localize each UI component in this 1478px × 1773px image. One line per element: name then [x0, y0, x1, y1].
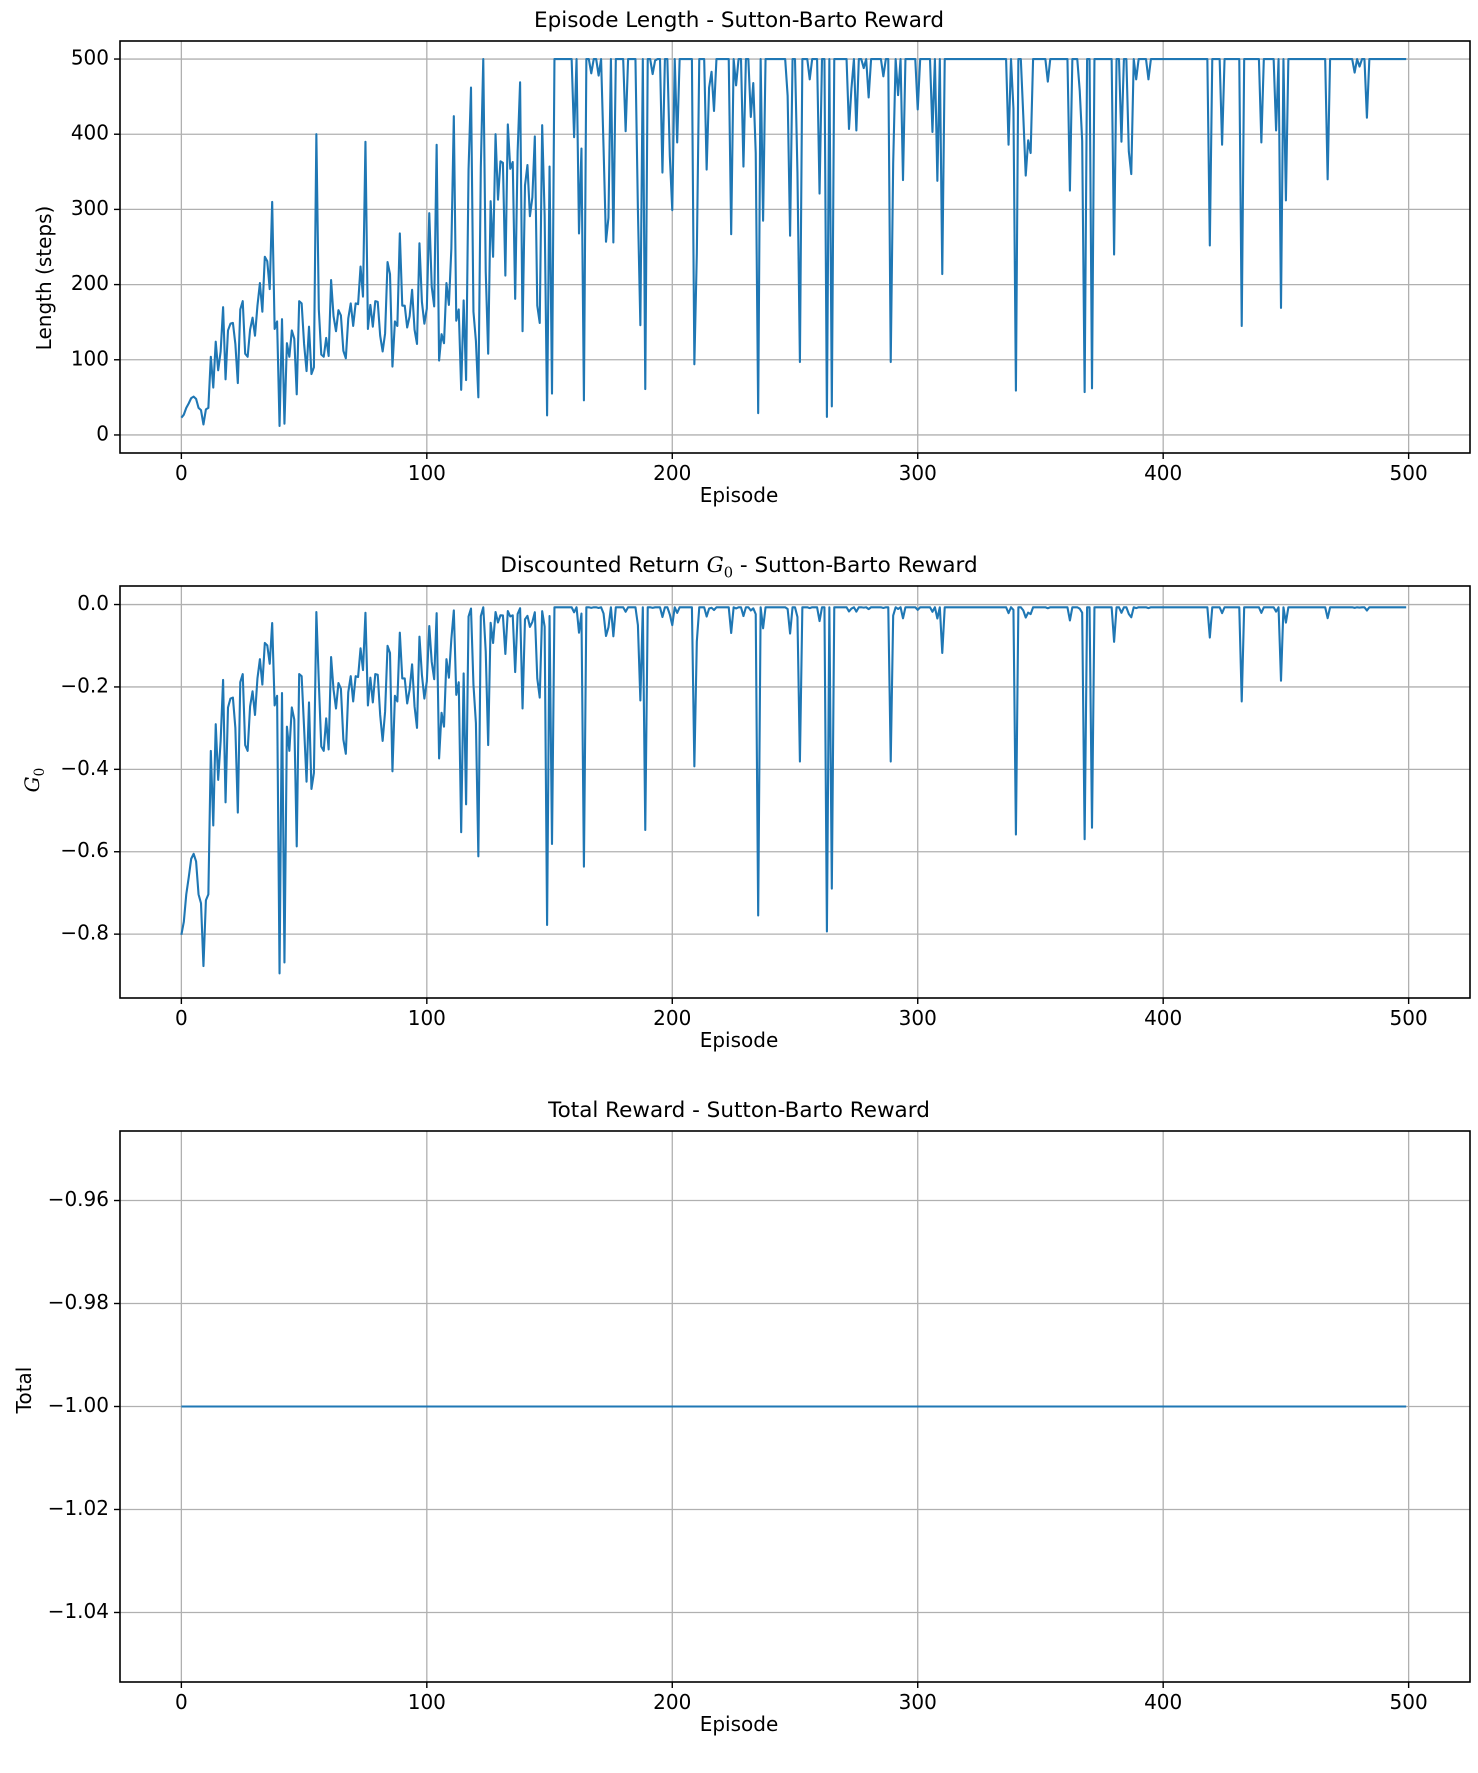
panel-title-total-reward: Total Reward - Sutton-Barto Reward [548, 1098, 930, 1123]
yaxis-ticklabel: −0.8 [60, 921, 109, 945]
axes-frame [119, 40, 1471, 454]
yaxis-ticklabel: −1.04 [48, 1599, 109, 1623]
xaxis-ticklabel: 500 [1390, 1006, 1428, 1030]
xaxis-ticklabel: 0 [175, 461, 188, 485]
yaxis-ticklabel: −1.02 [48, 1496, 109, 1520]
title-text-post: - Sutton-Barto Reward [733, 553, 978, 578]
xaxis-ticklabel: 100 [408, 1006, 446, 1030]
xaxis-label-discounted-return: Episode [699, 1028, 779, 1052]
xaxis-ticklabel: 0 [175, 1006, 188, 1030]
data-series-line [180, 57, 1407, 427]
yaxis-label-episode-length: Length (steps) [32, 205, 56, 351]
plot-area-discounted-return: 0 100 200 300 400 500 0.0 −0.2 −0.4 −0.6 −0.8 [60, 585, 1471, 1030]
xaxis-ticklabel: 400 [1144, 1006, 1182, 1030]
xaxis-ticklabel: 100 [408, 461, 446, 485]
xaxis-ticklabel: 300 [899, 1006, 937, 1030]
yaxis-symbol-g: G0 [20, 767, 48, 793]
yaxis-ticklabel: −0.96 [48, 1187, 109, 1211]
yaxis-ticklabel: −0.2 [60, 673, 109, 697]
title-text-pre: Discounted Return [500, 553, 707, 578]
yaxis-ticklabel: −1.00 [48, 1393, 109, 1417]
yaxis-ticklabel: 300 [71, 196, 109, 220]
xaxis-ticklabel: 200 [653, 1006, 691, 1030]
xaxis-ticklabel: 300 [899, 461, 937, 485]
xaxis-label-total-reward: Episode [699, 1712, 779, 1736]
yaxis-ticklabel: −0.6 [60, 838, 109, 862]
panel-title-episode-length: Episode Length - Sutton-Barto Reward [533, 8, 944, 33]
plot-area-total-reward: 0 100 200 300 400 500 −0.96 −0.98 −1.00 −1.02 −1.0… [48, 1130, 1471, 1714]
xaxis-ticklabel: 200 [653, 461, 691, 485]
plot-area-episode-length: 0 100 200 300 400 500 0 100 200 300 400 500 [71, 40, 1471, 485]
data-series-line [180, 606, 1407, 975]
yaxis-ticklabel: 100 [71, 346, 109, 370]
yaxis-ticklabel: 0 [96, 421, 109, 445]
yaxis-label-total-reward: Total [12, 1366, 36, 1414]
yaxis-ticklabel: 500 [71, 46, 109, 70]
xaxis-ticklabel: 500 [1390, 461, 1428, 485]
xaxis-ticklabel: 500 [1390, 1690, 1428, 1714]
panel-discounted-return: Discounted Return G0 - Sutton-Barto Rewa… [0, 545, 1478, 1090]
yaxis-ticklabel: 400 [71, 121, 109, 145]
yaxis-ticklabel: −0.4 [60, 756, 109, 780]
xaxis-ticklabel: 400 [1144, 1690, 1182, 1714]
xaxis-ticklabel: 0 [175, 1690, 188, 1714]
title-symbol-g: G0 [706, 553, 734, 582]
xaxis-ticklabel: 100 [408, 1690, 446, 1714]
yaxis-ticklabel: −0.98 [48, 1290, 109, 1314]
xaxis-label-episode-length: Episode [699, 483, 779, 507]
panel-title-discounted-return: Discounted Return G0 - Sutton-Barto Rewa… [0, 553, 1478, 581]
xaxis-ticklabel: 400 [1144, 461, 1182, 485]
panel-total-reward: Total Reward - Sutton-Barto Reward 0 100 2… [0, 1090, 1478, 1773]
yaxis-ticklabel: 0.0 [77, 591, 109, 615]
xaxis-ticklabel: 300 [899, 1690, 937, 1714]
xaxis-ticklabel: 200 [653, 1690, 691, 1714]
panel-episode-length: Episode Length - Sutton-Barto Reward 0 10… [0, 0, 1478, 545]
yaxis-ticklabel: 200 [71, 271, 109, 295]
yaxis-label-discounted-return: G0 [20, 768, 48, 793]
axes-frame [119, 585, 1471, 999]
